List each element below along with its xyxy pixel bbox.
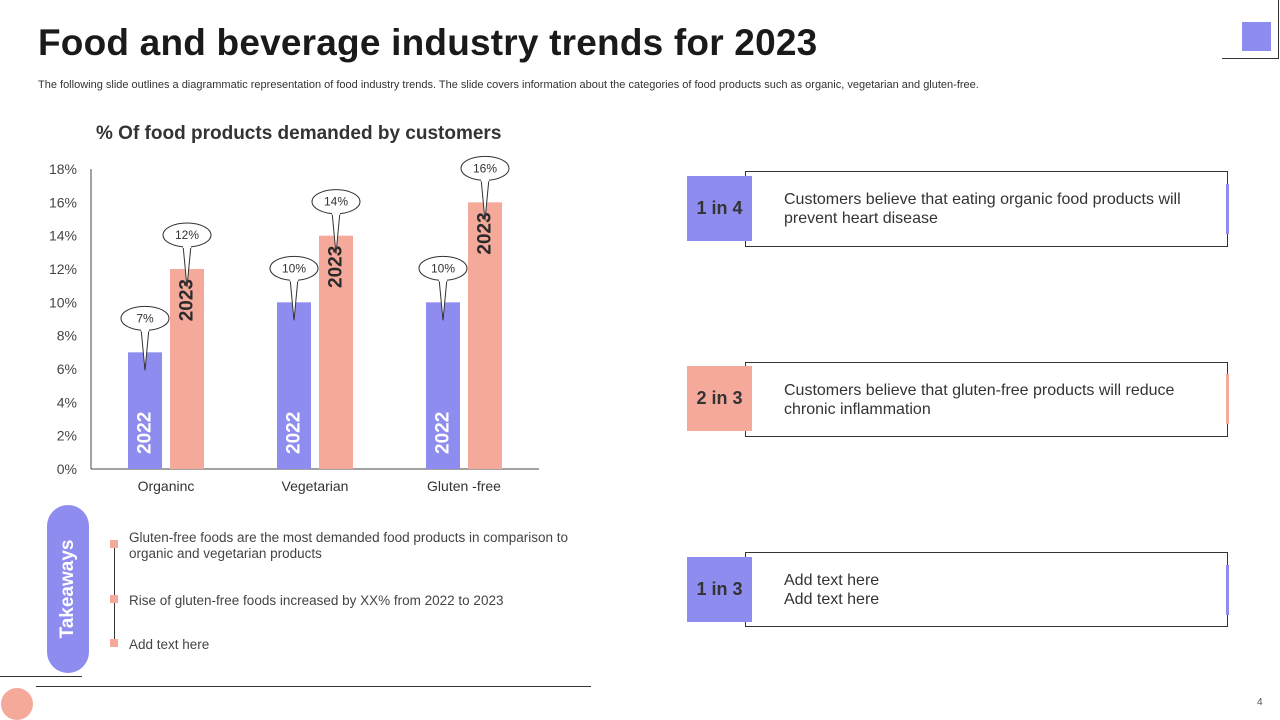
y-tick-label: 18%	[49, 161, 77, 177]
bottom-left-rule	[0, 676, 82, 677]
bar-series-label: 2022	[433, 412, 454, 454]
callout-mask	[439, 276, 447, 282]
data-label: 14%	[324, 195, 348, 209]
y-tick-label: 16%	[49, 194, 77, 210]
takeaways-label: Takeaways	[57, 539, 78, 639]
y-tick-label: 0%	[57, 461, 77, 477]
bottom-rule	[36, 686, 591, 687]
stat-text-2: Customers believe that gluten-free produ…	[784, 382, 1175, 418]
bar-2022	[277, 302, 311, 469]
data-label: 12%	[175, 228, 199, 242]
y-tick-label: 14%	[49, 228, 77, 244]
callout-mask	[141, 326, 149, 332]
corner-square-decoration	[1242, 22, 1271, 51]
corner-frame	[1222, 0, 1279, 59]
callout-mask	[183, 243, 191, 248]
page-number: 4	[1257, 697, 1263, 708]
bar-2022	[426, 302, 460, 469]
data-label: 16%	[473, 161, 497, 175]
y-tick-label: 6%	[57, 361, 77, 377]
takeaway-text-1: Gluten-free foods are the most demanded …	[129, 530, 569, 561]
takeaways-pill	[47, 505, 89, 673]
bar-series-label: 2023	[177, 279, 198, 321]
y-tick-label: 10%	[49, 294, 77, 310]
stat-tab-3	[1226, 565, 1229, 615]
takeaways-connector-line	[114, 544, 115, 644]
stat-label-1: 1 in 4	[687, 176, 752, 241]
takeaway-bullet-3	[110, 639, 118, 647]
page-title: Food and beverage industry trends for 20…	[38, 22, 818, 63]
data-label: 10%	[282, 261, 306, 275]
stat-text-3: Add text here Add text here	[784, 572, 880, 608]
x-tick-label: Gluten -free	[427, 478, 501, 494]
stat-label-2: 2 in 3	[687, 366, 752, 431]
bar-series-label: 2023	[475, 212, 496, 254]
takeaway-bullet-1	[110, 540, 118, 548]
y-tick-label: 2%	[57, 428, 77, 444]
bar-series-label: 2023	[326, 246, 347, 288]
callout-mask	[290, 276, 298, 282]
y-tick-label: 12%	[49, 261, 77, 277]
stat-card-1	[745, 171, 1228, 247]
callout-mask	[481, 176, 489, 182]
bar-2023	[319, 235, 353, 469]
stat-tab-1	[1226, 184, 1229, 234]
stat-card-3	[745, 552, 1228, 627]
data-label: 10%	[431, 261, 455, 275]
bar-series-label: 2022	[284, 412, 305, 454]
takeaway-bullet-2	[110, 595, 118, 603]
page-subtitle: The following slide outlines a diagramma…	[38, 79, 979, 91]
corner-circle-decoration	[1, 688, 33, 720]
y-tick-label: 4%	[57, 394, 77, 410]
bar-2022	[128, 352, 162, 469]
data-label: 7%	[136, 311, 154, 325]
stat-card-2	[745, 362, 1228, 437]
stat-label-3: 1 in 3	[687, 557, 752, 622]
bar-2023	[170, 269, 204, 469]
stat-tab-2	[1226, 374, 1229, 424]
bar-2023	[468, 202, 502, 470]
x-tick-label: Organinc	[138, 478, 195, 494]
takeaway-text-3: Add text here	[129, 637, 210, 652]
stat-text-1: Customers believe that eating organic fo…	[784, 191, 1181, 227]
x-tick-label: Vegetarian	[282, 478, 349, 494]
y-tick-label: 8%	[57, 328, 77, 344]
bar-series-label: 2022	[135, 412, 156, 454]
takeaway-text-2: Rise of gluten-free foods increased by X…	[129, 593, 504, 608]
bar-chart: 0% 2% 4% 6% 8% 10% 12% 14% 16% 18% Organinc 2022 7% 2…	[49, 155, 539, 494]
callout-mask	[332, 209, 340, 215]
chart-title: % Of food products demanded by customers	[96, 123, 502, 144]
